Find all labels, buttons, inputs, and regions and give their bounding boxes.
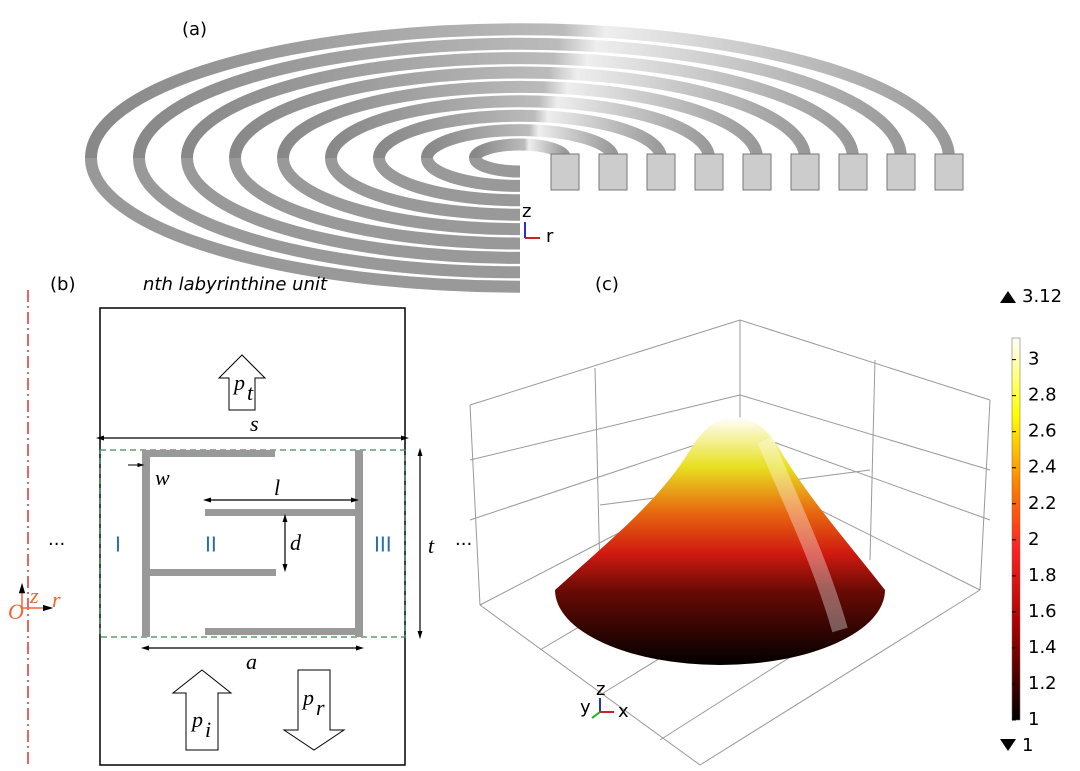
colorbar-tick-label: 2.2 (1028, 493, 1057, 514)
ring-structure (77, 29, 963, 286)
colorbar-min: 1 (1022, 735, 1033, 756)
ring-section (695, 154, 723, 190)
ellipsis: ··· (48, 534, 65, 555)
dim-label: l (274, 475, 280, 500)
dim-label: d (290, 530, 302, 555)
max-icon (1000, 291, 1016, 303)
axis-label: O (8, 599, 24, 624)
walls (142, 450, 363, 637)
axis-label: z (29, 583, 39, 608)
dim-label: w (155, 465, 170, 490)
axis-label: z (522, 201, 531, 222)
pressure-subscript: r (316, 695, 325, 720)
pressure-subscript: t (247, 380, 254, 405)
figure: (a) z r (b) nth labyrinthine unit z r O … (0, 0, 1080, 767)
dim-label: t (428, 533, 435, 558)
colorbar-tick-label: 2.4 (1028, 457, 1057, 478)
panel-label: (c) (595, 274, 619, 295)
colorbar-tick-label: 1.4 (1028, 637, 1057, 658)
colorbar-tick-label: 2 (1028, 529, 1039, 550)
axis-label: r (546, 226, 554, 247)
colorbar-tick-label: 1.8 (1028, 565, 1057, 586)
colorbar-tick-label: 3 (1028, 349, 1039, 370)
region-label: III (374, 533, 392, 557)
pressure-symbol: p (232, 370, 245, 395)
ring-section (599, 154, 627, 190)
colorbar-tick-label: 1.2 (1028, 673, 1057, 694)
colorbar-tick-label: 2.8 (1028, 385, 1057, 406)
axis-label: x (618, 701, 629, 722)
region-label: I (115, 533, 121, 557)
ring-section (743, 154, 771, 190)
panel-label: (a) (182, 19, 207, 40)
ring-section (935, 154, 963, 190)
pressure-subscript: i (205, 717, 211, 742)
ring (379, 116, 661, 158)
dim-label: a (246, 649, 257, 674)
dim-label: s (250, 411, 259, 436)
axis-arrow (592, 712, 600, 718)
ring-section (791, 154, 819, 190)
ring-section (887, 154, 915, 190)
ring-section (647, 154, 675, 190)
panel-title: nth labyrinthine unit (143, 274, 328, 295)
panel-label: (b) (50, 274, 75, 295)
colorbar-tick-label: 2.6 (1028, 421, 1057, 442)
ellipsis: ··· (455, 534, 472, 555)
ring (475, 158, 520, 172)
colorbar-tick-label: 1.6 (1028, 601, 1057, 622)
ring-section (551, 154, 579, 190)
ring-section (839, 154, 867, 190)
region-label: II (205, 533, 217, 557)
colorbar-max: 3.12 (1022, 286, 1062, 307)
pressure-symbol: p (301, 685, 314, 710)
arrow-reflected (284, 670, 344, 750)
axis-label: y (580, 697, 591, 718)
axis-label: z (596, 679, 605, 700)
pressure-symbol: p (190, 707, 203, 732)
axis-label: r (52, 587, 61, 612)
colorbar-tick-label: 1 (1028, 709, 1039, 730)
min-icon (1000, 739, 1016, 751)
